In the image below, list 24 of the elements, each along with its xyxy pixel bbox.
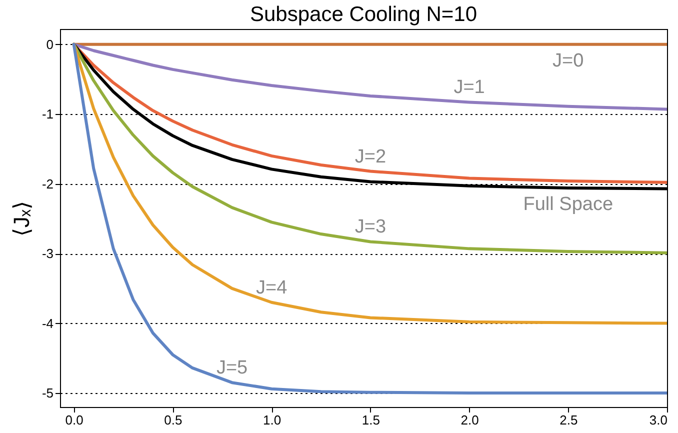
- annotation: J=5: [216, 358, 248, 379]
- y-tick-label: -5: [42, 386, 54, 401]
- annotation: J=1: [454, 77, 485, 98]
- y-axis-title: ⟨Jₓ⟩: [8, 200, 34, 237]
- x-tick-label: 0.5: [164, 412, 182, 428]
- annotation: Full Space: [523, 194, 614, 216]
- annotation: J=0: [552, 50, 584, 72]
- line-series: [72, 42, 667, 395]
- y-tick-label: 0: [46, 36, 54, 52]
- line-series: [72, 42, 667, 111]
- x-tick-label: 1.0: [263, 412, 282, 428]
- x-tick-label: 3.0: [649, 412, 668, 428]
- x-tick-label: 2.5: [560, 412, 578, 428]
- x-tick-label: 2.0: [460, 412, 479, 428]
- y-tick-label: -2: [42, 176, 54, 192]
- annotation: J=2: [354, 146, 386, 168]
- annotation: J=4: [256, 277, 288, 298]
- x-tick-label: 0.0: [65, 412, 84, 428]
- y-tick-label: -3: [42, 246, 54, 262]
- y-tick-label: -1: [42, 106, 54, 122]
- chart-title: Subspace Cooling N=10: [250, 3, 478, 26]
- x-tick-label: 1.5: [362, 412, 380, 428]
- annotation: J=3: [354, 216, 386, 238]
- y-tick-label: -4: [42, 316, 54, 331]
